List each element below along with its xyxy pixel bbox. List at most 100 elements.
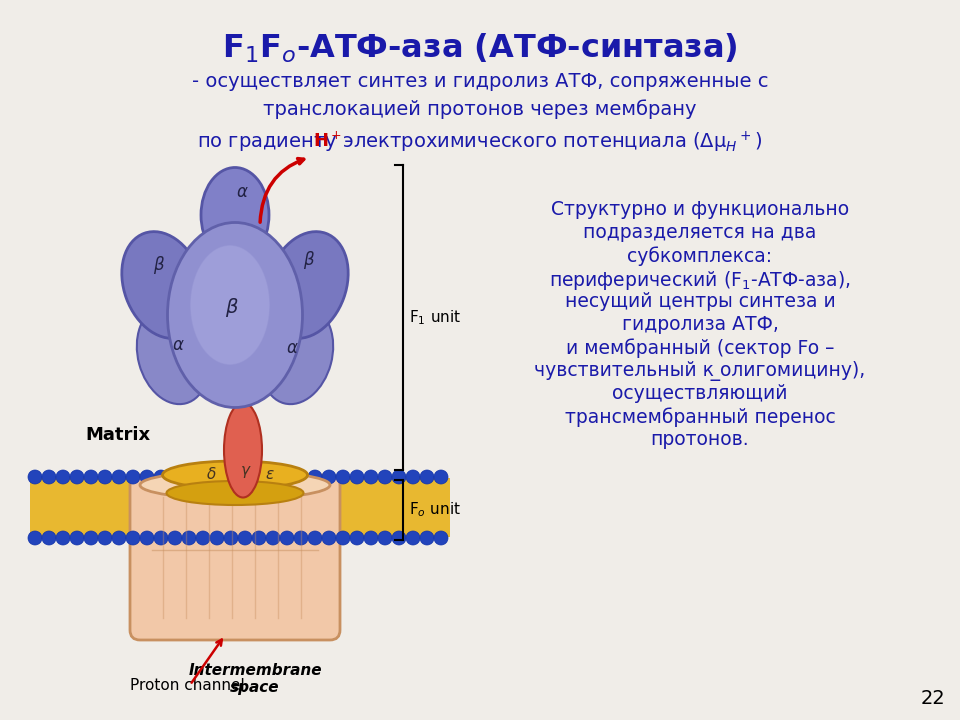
Text: F$_1$F$_o$-АТФ-аза (АТФ-синтаза): F$_1$F$_o$-АТФ-аза (АТФ-синтаза) <box>222 32 738 66</box>
Ellipse shape <box>167 222 302 408</box>
Ellipse shape <box>364 531 378 545</box>
FancyBboxPatch shape <box>30 478 450 537</box>
Ellipse shape <box>252 470 266 484</box>
Text: Matrix: Matrix <box>85 426 150 444</box>
Ellipse shape <box>420 470 434 484</box>
Text: и мембранный (сектор Fo –: и мембранный (сектор Fo – <box>565 338 834 358</box>
Ellipse shape <box>224 531 238 545</box>
Ellipse shape <box>336 470 350 484</box>
Ellipse shape <box>84 531 98 545</box>
Text: α: α <box>173 336 184 354</box>
Ellipse shape <box>166 481 303 505</box>
Ellipse shape <box>84 470 98 484</box>
Ellipse shape <box>434 531 448 545</box>
Ellipse shape <box>154 470 168 484</box>
Ellipse shape <box>42 470 56 484</box>
Ellipse shape <box>266 470 280 484</box>
Ellipse shape <box>294 470 308 484</box>
Text: протонов.: протонов. <box>651 430 750 449</box>
Text: Proton channel: Proton channel <box>130 678 245 693</box>
Ellipse shape <box>56 531 70 545</box>
Text: F$_o$ unit: F$_o$ unit <box>409 500 461 519</box>
Text: γ: γ <box>241 463 250 478</box>
Text: - осуществляет синтез и гидролиз АТФ, сопряженные с
транслокацией протонов через: - осуществляет синтез и гидролиз АТФ, со… <box>192 72 768 155</box>
Ellipse shape <box>420 531 434 545</box>
Ellipse shape <box>294 531 308 545</box>
Text: чувствительный к ̲олигомицину),: чувствительный к ̲олигомицину), <box>535 361 866 381</box>
Text: осуществляющий: осуществляющий <box>612 384 788 403</box>
Ellipse shape <box>140 531 154 545</box>
Ellipse shape <box>112 470 126 484</box>
Ellipse shape <box>392 531 406 545</box>
Ellipse shape <box>42 531 56 545</box>
Ellipse shape <box>168 531 182 545</box>
Ellipse shape <box>112 531 126 545</box>
Ellipse shape <box>350 531 364 545</box>
Ellipse shape <box>322 470 336 484</box>
Text: β: β <box>225 298 237 317</box>
Text: трансмембранный перенос: трансмембранный перенос <box>564 407 835 427</box>
Text: α: α <box>237 183 248 201</box>
Ellipse shape <box>162 461 307 489</box>
Ellipse shape <box>28 470 42 484</box>
Ellipse shape <box>56 470 70 484</box>
Text: Intermembrane
space: Intermembrane space <box>188 662 322 695</box>
Ellipse shape <box>126 470 140 484</box>
Ellipse shape <box>190 245 270 365</box>
Ellipse shape <box>238 470 252 484</box>
Text: F$_1$ unit: F$_1$ unit <box>409 308 461 327</box>
Text: α: α <box>287 339 298 357</box>
Ellipse shape <box>322 531 336 545</box>
Ellipse shape <box>261 306 333 404</box>
Ellipse shape <box>168 470 182 484</box>
Ellipse shape <box>126 531 140 545</box>
Ellipse shape <box>70 470 84 484</box>
Ellipse shape <box>196 470 210 484</box>
Ellipse shape <box>434 470 448 484</box>
Ellipse shape <box>98 470 112 484</box>
Text: субкомплекса:: субкомплекса: <box>628 246 773 266</box>
Ellipse shape <box>140 471 330 499</box>
Text: H$^+$: H$^+$ <box>313 132 342 151</box>
Ellipse shape <box>266 531 280 545</box>
Ellipse shape <box>336 531 350 545</box>
Text: периферический (F$_1$-АТФ-аза),: периферический (F$_1$-АТФ-аза), <box>549 269 851 292</box>
Ellipse shape <box>238 531 252 545</box>
Ellipse shape <box>392 470 406 484</box>
Ellipse shape <box>280 531 294 545</box>
Ellipse shape <box>210 470 224 484</box>
Text: δ: δ <box>207 467 216 482</box>
Text: β: β <box>153 256 163 274</box>
Text: β: β <box>303 251 314 269</box>
Ellipse shape <box>98 531 112 545</box>
Ellipse shape <box>210 531 224 545</box>
Ellipse shape <box>137 306 209 404</box>
Text: подразделяется на два: подразделяется на два <box>584 223 817 242</box>
Ellipse shape <box>154 531 168 545</box>
Text: Структурно и функционально: Структурно и функционально <box>551 200 849 219</box>
FancyBboxPatch shape <box>130 475 340 640</box>
Ellipse shape <box>378 470 392 484</box>
Ellipse shape <box>406 470 420 484</box>
Ellipse shape <box>406 531 420 545</box>
Ellipse shape <box>224 470 238 484</box>
Ellipse shape <box>182 470 196 484</box>
Ellipse shape <box>364 470 378 484</box>
Ellipse shape <box>266 232 348 338</box>
Ellipse shape <box>308 531 322 545</box>
Ellipse shape <box>350 470 364 484</box>
Ellipse shape <box>196 531 210 545</box>
Ellipse shape <box>70 531 84 545</box>
Ellipse shape <box>308 470 322 484</box>
Ellipse shape <box>182 531 196 545</box>
Ellipse shape <box>378 531 392 545</box>
Text: 22: 22 <box>921 689 945 708</box>
Ellipse shape <box>224 402 262 498</box>
Ellipse shape <box>140 470 154 484</box>
Ellipse shape <box>201 168 269 263</box>
Text: несущий центры синтеза и: несущий центры синтеза и <box>564 292 835 311</box>
Text: гидролиза АТФ,: гидролиза АТФ, <box>621 315 779 334</box>
Ellipse shape <box>280 470 294 484</box>
Text: ε: ε <box>265 467 274 482</box>
Ellipse shape <box>28 531 42 545</box>
